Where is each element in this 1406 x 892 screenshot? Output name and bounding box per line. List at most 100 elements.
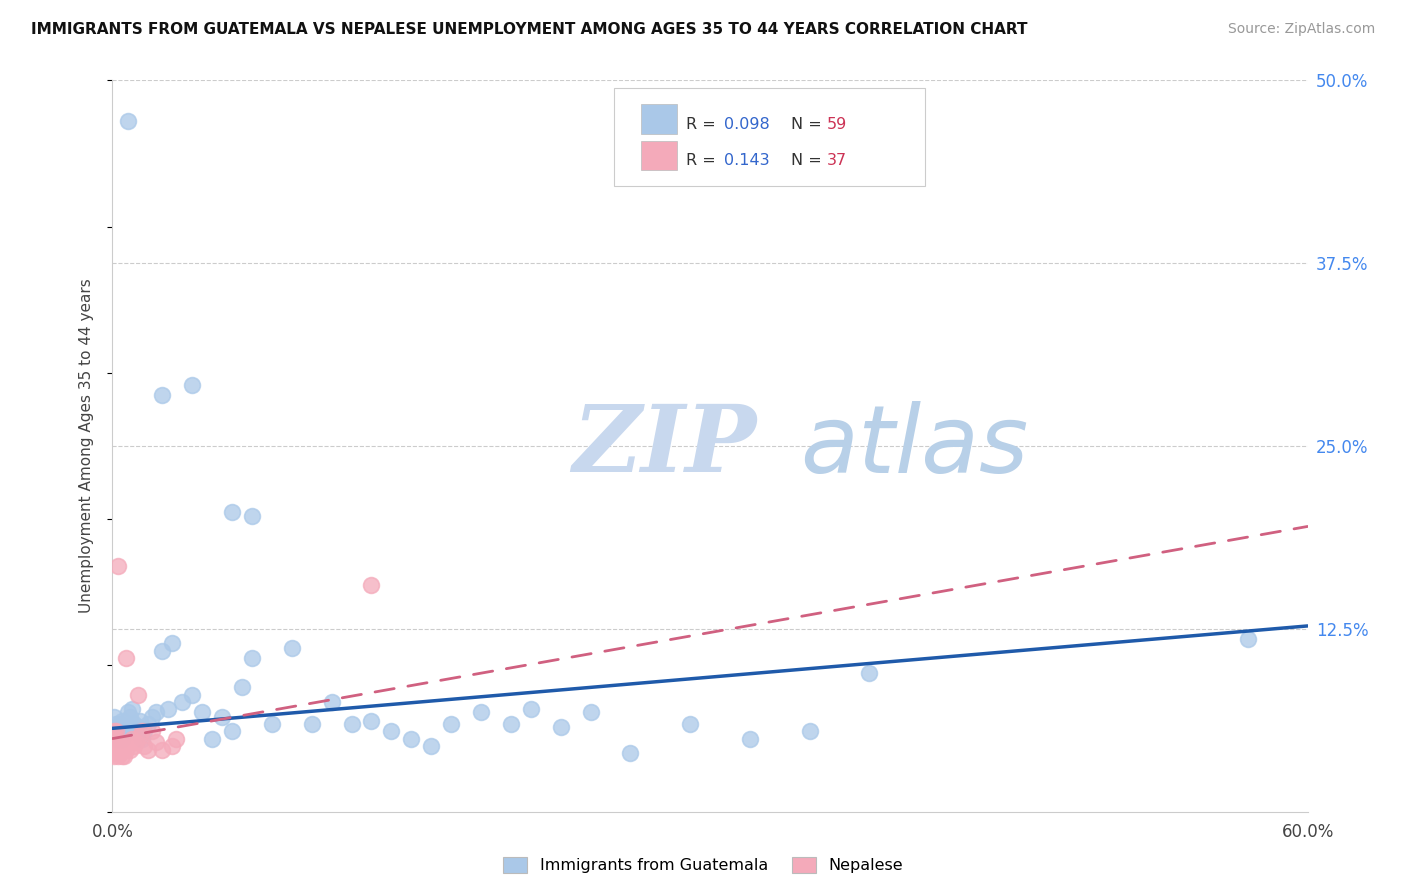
Point [162, 739, 183, 753]
Point [114, 749, 135, 764]
Point [105, 731, 128, 746]
Y-axis label: Unemployment Among Ages 35 to 44 years: Unemployment Among Ages 35 to 44 years [79, 278, 94, 614]
Point [1237, 632, 1260, 646]
Text: R =: R = [686, 153, 721, 169]
Point [141, 709, 163, 723]
Point [157, 702, 180, 716]
Point [107, 724, 129, 739]
Point [221, 505, 243, 519]
Point [107, 749, 129, 764]
Point [738, 731, 761, 746]
Point [165, 731, 187, 746]
Point [138, 743, 160, 757]
FancyBboxPatch shape [641, 104, 676, 134]
Point [121, 731, 143, 746]
Point [103, 724, 125, 739]
Point [105, 739, 128, 753]
Text: R =: R = [686, 117, 721, 132]
Point [110, 717, 132, 731]
Point [105, 724, 128, 739]
Point [181, 377, 204, 392]
Point [124, 717, 146, 731]
Point [120, 709, 142, 723]
Point [301, 717, 323, 731]
Point [103, 709, 125, 723]
Point [114, 739, 135, 753]
Point [105, 717, 128, 731]
Point [240, 651, 263, 665]
Point [799, 724, 821, 739]
Point [281, 640, 304, 655]
Point [125, 724, 148, 739]
Text: 0.143: 0.143 [724, 153, 770, 169]
Point [321, 695, 343, 709]
Point [619, 746, 641, 760]
Point [115, 743, 138, 757]
Point [129, 714, 152, 728]
Point [440, 717, 463, 731]
Point [579, 705, 602, 719]
Point [260, 717, 283, 731]
Text: ZIP: ZIP [572, 401, 756, 491]
Point [401, 731, 423, 746]
Point [117, 705, 139, 719]
Point [360, 714, 382, 728]
Point [858, 665, 880, 680]
Point [211, 709, 233, 723]
Point [103, 729, 125, 743]
Point [111, 714, 134, 728]
Text: 37: 37 [827, 153, 848, 169]
Point [103, 734, 125, 748]
Point [679, 717, 702, 731]
Point [107, 743, 129, 757]
Point [221, 724, 243, 739]
Point [138, 717, 160, 731]
Point [550, 720, 572, 734]
Point [181, 688, 204, 702]
Text: atlas: atlas [800, 401, 1028, 491]
Point [131, 731, 153, 746]
Text: 0.098: 0.098 [724, 117, 770, 132]
Text: N =: N = [792, 117, 827, 132]
Point [150, 388, 173, 402]
Text: IMMIGRANTS FROM GUATEMALA VS NEPALESE UNEMPLOYMENT AMONG AGES 35 TO 44 YEARS COR: IMMIGRANTS FROM GUATEMALA VS NEPALESE UN… [31, 22, 1028, 37]
Point [499, 717, 522, 731]
Point [111, 731, 134, 746]
Point [150, 644, 173, 658]
Point [115, 720, 138, 734]
Point [150, 743, 173, 757]
Point [115, 651, 138, 665]
Point [420, 739, 443, 753]
Point [107, 731, 129, 746]
Point [172, 695, 194, 709]
Point [117, 114, 139, 128]
Point [117, 734, 139, 748]
Point [107, 558, 129, 573]
Point [103, 743, 125, 757]
Point [470, 705, 492, 719]
Text: Source: ZipAtlas.com: Source: ZipAtlas.com [1227, 22, 1375, 37]
Point [340, 717, 363, 731]
Point [111, 743, 134, 757]
Point [107, 734, 129, 748]
Legend: Immigrants from Guatemala, Nepalese: Immigrants from Guatemala, Nepalese [496, 850, 910, 880]
Point [131, 724, 153, 739]
FancyBboxPatch shape [641, 141, 676, 170]
Point [111, 749, 134, 764]
Point [110, 746, 132, 760]
Text: 59: 59 [827, 117, 848, 132]
Point [520, 702, 543, 716]
Point [240, 509, 263, 524]
Point [103, 749, 125, 764]
Point [162, 636, 183, 650]
Point [141, 724, 163, 739]
Point [134, 739, 156, 753]
Point [121, 702, 143, 716]
Point [114, 724, 135, 739]
Point [125, 734, 148, 748]
Point [129, 729, 152, 743]
Point [145, 734, 167, 748]
Point [231, 681, 253, 695]
Point [201, 731, 224, 746]
Point [120, 743, 142, 757]
